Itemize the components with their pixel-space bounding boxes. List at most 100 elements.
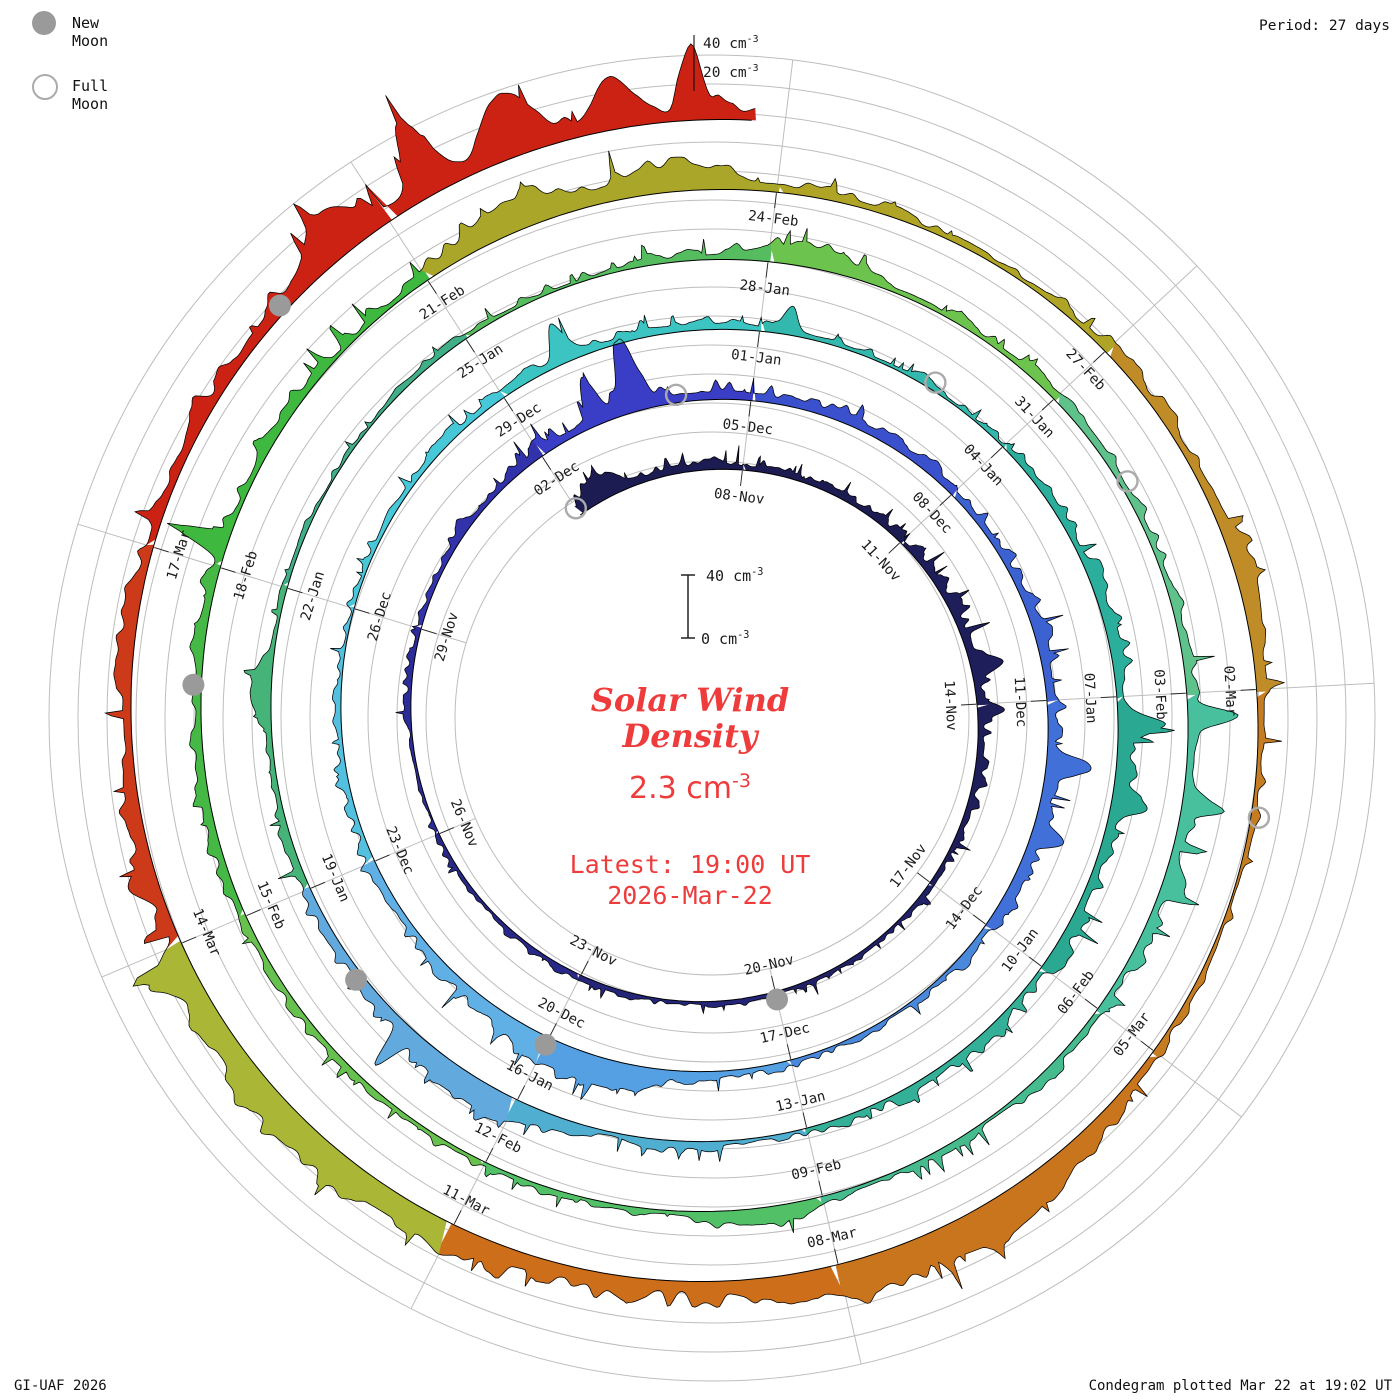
grid-spoke	[916, 872, 1242, 1118]
date-tick	[439, 827, 454, 834]
density-fill-segment	[1040, 696, 1175, 974]
new-moon-marker	[534, 1033, 557, 1056]
date-label: 28-Jan	[739, 277, 791, 299]
full-moon-label: Full Moon	[72, 77, 109, 113]
date-tick	[748, 401, 752, 417]
date-tick	[421, 628, 437, 635]
date-label: 14-Nov	[941, 680, 960, 731]
date-label: 25-Jan	[455, 341, 506, 382]
date-tick	[154, 547, 169, 553]
density-fill-segment	[504, 1099, 808, 1162]
density-fill-segment	[1006, 443, 1133, 699]
date-tick	[542, 456, 552, 471]
latest-date-label: 2026-Mar-22	[607, 881, 773, 910]
date-label: 10-Jan	[999, 925, 1042, 975]
date-label: 29-Nov	[432, 610, 462, 663]
density-fill-segment	[133, 940, 447, 1255]
density-number: 2.3 cm	[629, 771, 732, 806]
date-label: 13-Jan	[774, 1088, 827, 1115]
date-tick	[765, 262, 769, 278]
density-fill-segment	[902, 533, 1004, 706]
date-label: 09-Feb	[790, 1157, 843, 1184]
date-tick	[939, 494, 952, 506]
latest-time-label: Latest: 19:00 UT	[569, 850, 811, 879]
date-tick	[1240, 689, 1256, 691]
latest-density-value: 2.3 cm-3	[440, 770, 940, 806]
full-moon-marker	[664, 383, 688, 406]
density-fill-segment	[244, 584, 308, 892]
date-label: 11-Mar	[440, 1182, 492, 1219]
density-fill-segment	[421, 150, 781, 277]
date-tick	[834, 1248, 839, 1264]
chart-title-line1: Solar Wind	[590, 681, 790, 719]
density-fill-segment	[395, 626, 438, 836]
date-label: 14-Dec	[943, 883, 986, 933]
full-moon-marker	[924, 371, 947, 394]
plotted-label: Condegram plotted Mar 22 at 19:02 UT	[1088, 1378, 1392, 1394]
date-label: 18-Feb	[231, 549, 261, 602]
date-label: 07-Jan	[1080, 673, 1099, 724]
date-tick	[182, 936, 197, 944]
date-tick	[504, 398, 514, 412]
center-annotation: Solar Wind Density 2.3 cm-3 Latest: 19:0…	[440, 682, 940, 910]
outer-scale-label-20: 20 cm-3	[703, 63, 759, 81]
density-fill-segment	[167, 262, 430, 566]
date-label: 11-Dec	[1011, 676, 1030, 727]
center-scale-label-top: 40 cm-3	[706, 567, 763, 585]
date-tick	[517, 1085, 526, 1100]
date-label: 02-Dec	[531, 459, 582, 500]
new-moon-label: New Moon	[72, 14, 109, 50]
date-tick	[740, 471, 743, 487]
date-tick	[287, 587, 303, 594]
new-moon-marker	[268, 294, 291, 317]
date-label: 19-Jan	[318, 852, 352, 905]
full-moon-icon	[32, 74, 58, 100]
date-tick	[221, 567, 236, 573]
center-scale-label-bottom: 0 cm-3	[701, 630, 749, 648]
date-tick	[990, 447, 1003, 459]
density-fill-segment	[577, 974, 776, 1014]
date-tick	[375, 854, 390, 862]
date-tick	[757, 332, 760, 348]
date-label: 15-Feb	[253, 879, 287, 932]
density-fill-segment	[789, 928, 993, 1067]
date-label: 05-Dec	[722, 416, 774, 438]
full-moon-marker	[564, 497, 587, 520]
new-moon-marker	[182, 673, 205, 696]
date-tick	[311, 881, 326, 889]
outer-scale-label-40: 40 cm-3	[703, 34, 759, 52]
date-label: 23-Nov	[567, 932, 619, 969]
date-label: 05-Mar	[1111, 1010, 1154, 1060]
date-tick	[580, 960, 589, 975]
date-tick	[1028, 956, 1042, 967]
grid-circle	[309, 315, 1115, 1121]
density-fill-segment	[189, 563, 243, 919]
density-fill-segment	[412, 439, 544, 627]
density-fill-segment	[761, 306, 1007, 449]
date-tick	[786, 1044, 792, 1060]
density-fill-segment	[743, 456, 910, 544]
outer-scale: 40 cm-3 20 cm-3	[693, 34, 759, 91]
density-fill-segment	[985, 699, 1091, 930]
date-tick	[960, 703, 977, 706]
new-moon-icon	[32, 11, 56, 35]
chart-title-line2: Density	[622, 717, 758, 755]
density-exponent: -3	[732, 770, 751, 792]
date-label: 08-Nov	[713, 486, 765, 508]
date-tick	[1093, 351, 1105, 363]
date-label: 31-Jan	[1011, 394, 1057, 442]
date-tick	[1140, 1040, 1154, 1051]
new-moon-marker	[345, 968, 368, 991]
date-label: 20-Nov	[743, 952, 796, 979]
date-tick	[818, 1180, 823, 1196]
density-fill-segment	[770, 228, 1063, 401]
density-fill-segment	[436, 1223, 846, 1308]
date-label: 01-Jan	[730, 347, 782, 369]
date-label: 02-Mar	[1220, 665, 1239, 716]
date-label: 23-Dec	[382, 824, 416, 877]
density-fill-segment	[535, 1036, 793, 1100]
date-label: 24-Feb	[747, 208, 799, 230]
date-tick	[246, 909, 261, 916]
date-tick	[972, 914, 986, 925]
grid-circle	[396, 402, 1028, 1034]
